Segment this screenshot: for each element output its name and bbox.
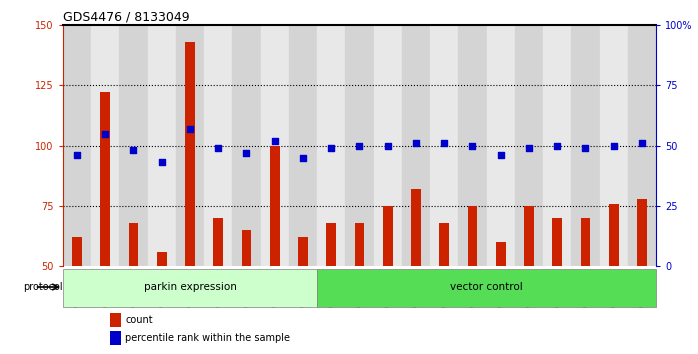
Bar bbox=[157, 252, 167, 354]
Text: vector control: vector control bbox=[450, 282, 523, 292]
Bar bbox=[110, 331, 121, 345]
Point bbox=[608, 143, 619, 148]
Point bbox=[637, 140, 648, 146]
Point bbox=[213, 145, 224, 151]
Point bbox=[551, 143, 563, 148]
Bar bbox=[298, 238, 308, 354]
Bar bbox=[609, 204, 618, 354]
Bar bbox=[496, 242, 505, 354]
Bar bbox=[317, 25, 346, 266]
Point bbox=[382, 143, 393, 148]
Bar bbox=[214, 218, 223, 354]
Point bbox=[467, 143, 478, 148]
Point bbox=[269, 138, 281, 144]
Bar bbox=[317, 269, 656, 307]
Bar bbox=[373, 25, 402, 266]
Bar bbox=[355, 223, 364, 354]
Point bbox=[156, 160, 168, 165]
Bar bbox=[101, 92, 110, 354]
Bar bbox=[637, 199, 647, 354]
Bar bbox=[289, 25, 317, 266]
Bar bbox=[543, 25, 572, 266]
Bar bbox=[346, 25, 373, 266]
Bar bbox=[147, 25, 176, 266]
Bar bbox=[572, 25, 600, 266]
Bar bbox=[552, 218, 562, 354]
Text: protocol: protocol bbox=[23, 282, 63, 292]
Bar bbox=[628, 25, 656, 266]
Point bbox=[128, 148, 139, 153]
Bar bbox=[411, 189, 421, 354]
Bar bbox=[91, 25, 119, 266]
Bar bbox=[63, 25, 91, 266]
Bar bbox=[269, 145, 280, 354]
Bar bbox=[468, 206, 477, 354]
Bar bbox=[600, 25, 628, 266]
Bar bbox=[232, 25, 260, 266]
Bar bbox=[487, 25, 515, 266]
Point bbox=[326, 145, 337, 151]
Bar bbox=[204, 25, 232, 266]
Bar bbox=[185, 42, 195, 354]
Text: parkin expression: parkin expression bbox=[144, 282, 237, 292]
Bar bbox=[430, 25, 459, 266]
Point bbox=[438, 140, 450, 146]
Point bbox=[100, 131, 111, 136]
Point bbox=[410, 140, 422, 146]
Bar bbox=[110, 313, 121, 327]
Bar bbox=[260, 25, 289, 266]
Point bbox=[524, 145, 535, 151]
Text: count: count bbox=[125, 315, 153, 325]
Bar bbox=[72, 238, 82, 354]
Point bbox=[354, 143, 365, 148]
Bar bbox=[128, 223, 138, 354]
Bar bbox=[383, 206, 393, 354]
Bar bbox=[63, 269, 317, 307]
Point bbox=[580, 145, 591, 151]
Text: GDS4476 / 8133049: GDS4476 / 8133049 bbox=[63, 11, 189, 24]
Text: percentile rank within the sample: percentile rank within the sample bbox=[125, 333, 290, 343]
Bar bbox=[402, 25, 430, 266]
Bar bbox=[581, 218, 591, 354]
Bar bbox=[326, 223, 336, 354]
Point bbox=[297, 155, 309, 160]
Bar bbox=[459, 25, 487, 266]
Bar bbox=[242, 230, 251, 354]
Bar bbox=[524, 206, 534, 354]
Bar bbox=[515, 25, 543, 266]
Bar bbox=[176, 25, 204, 266]
Bar bbox=[119, 25, 147, 266]
Point bbox=[184, 126, 195, 131]
Point bbox=[241, 150, 252, 156]
Bar bbox=[439, 223, 450, 354]
Point bbox=[495, 153, 506, 158]
Point bbox=[71, 153, 82, 158]
